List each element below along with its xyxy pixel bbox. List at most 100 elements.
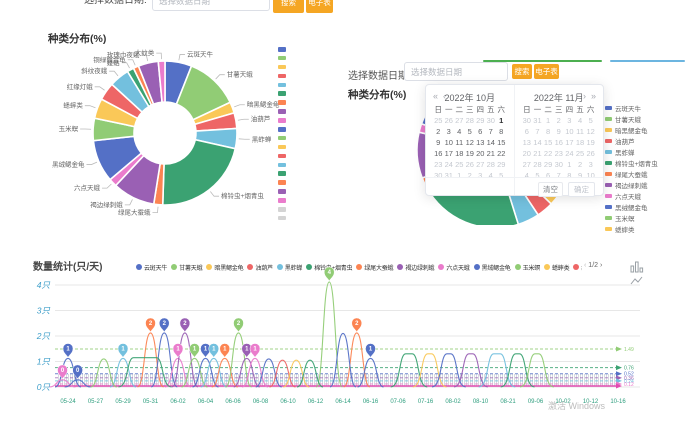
legend-swatch[interactable] xyxy=(278,109,286,114)
peak-marker-pin[interactable]: 1 xyxy=(365,343,376,358)
calendar-day[interactable]: 19 xyxy=(465,149,474,158)
calendar-day[interactable]: 5 xyxy=(467,127,472,136)
calendar-day[interactable]: 7 xyxy=(556,171,561,180)
calendar-day[interactable]: 1 xyxy=(567,160,572,169)
calendar-day[interactable]: 29 xyxy=(497,160,506,169)
calendar-day[interactable]: 28 xyxy=(533,160,542,169)
legend-swatch[interactable] xyxy=(278,207,286,212)
calendar-day[interactable]: 24 xyxy=(565,149,574,158)
calendar-day[interactable]: 13 xyxy=(522,138,531,147)
peak-marker-pin[interactable]: 2 xyxy=(179,317,191,333)
chart-legend-item[interactable]: 玉米螟 xyxy=(514,263,540,272)
calendar-day[interactable]: 21 xyxy=(486,149,495,158)
calendar-day[interactable]: 30 xyxy=(554,160,563,169)
calendar-day[interactable]: 26 xyxy=(465,160,474,169)
legend-item[interactable]: 绿尾大蚕蛾 xyxy=(605,168,658,179)
calendar-day[interactable]: 20 xyxy=(476,149,485,158)
legend-item[interactable]: 棉铃虫+烟青虫 xyxy=(605,157,658,168)
calendar-day[interactable]: 30 xyxy=(522,116,531,125)
legend-swatch[interactable] xyxy=(278,127,286,132)
legend-item[interactable]: 油葫芦 xyxy=(605,135,658,146)
calendar-day[interactable]: 8 xyxy=(499,127,504,136)
chart-legend-item[interactable]: 黑绒鳃金龟 xyxy=(473,263,511,272)
calendar-day[interactable]: 3 xyxy=(588,160,593,169)
donut-slice[interactable] xyxy=(157,60,166,104)
calendar-day[interactable]: 26 xyxy=(586,149,595,158)
quantity-line-chart[interactable]: 4只 3只 2只 1只 0只 05-24 05-27 05-29 05-31 06-02 06-04… xyxy=(0,250,693,427)
calendar-day[interactable]: 4 xyxy=(577,116,583,125)
legend-swatch[interactable] xyxy=(278,171,286,176)
calendar-day[interactable]: 16 xyxy=(554,138,563,147)
peak-marker-pin[interactable]: 1 xyxy=(117,343,129,358)
legend-swatch[interactable] xyxy=(278,153,286,159)
date-input[interactable] xyxy=(152,0,270,11)
calendar-day[interactable]: 21 xyxy=(533,149,542,158)
legend-swatch[interactable] xyxy=(278,189,286,194)
calendar-day[interactable]: 14 xyxy=(533,138,542,147)
peak-marker-pin[interactable]: 1 xyxy=(208,343,220,358)
legend-item[interactable]: 甘薯天蛾 xyxy=(605,113,658,124)
prev-year-button[interactable]: « xyxy=(433,91,439,101)
calendar-day[interactable]: 31 xyxy=(444,171,453,180)
peak-marker-pin[interactable]: 1 xyxy=(62,343,74,358)
calendar-day[interactable]: 29 xyxy=(476,116,485,125)
calendar-day[interactable]: 20 xyxy=(522,149,531,158)
legend-item[interactable]: 六点天蛾 xyxy=(605,190,658,201)
legend-item[interactable]: 黑绒鳃金龟 xyxy=(605,201,658,212)
calendar-day[interactable]: 24 xyxy=(444,160,453,169)
clear-button[interactable]: 清空 xyxy=(538,182,563,197)
chart-legend-item[interactable]: 甘薯天蛾 xyxy=(171,263,203,272)
legend-swatch[interactable] xyxy=(278,144,286,150)
calendar-day[interactable]: 14 xyxy=(486,138,495,147)
calendar-day[interactable]: 10 xyxy=(586,171,595,180)
legend-prev-icon[interactable]: ‹ xyxy=(584,262,587,269)
legend-swatch[interactable] xyxy=(278,73,286,79)
calendar-day[interactable]: 18 xyxy=(575,138,585,147)
peak-marker-pin[interactable]: 0 xyxy=(57,364,68,380)
legend-item[interactable]: 云斑天牛 xyxy=(605,102,658,113)
peak-marker-pin[interactable]: 1 xyxy=(189,343,200,358)
calendar-day[interactable]: 6 xyxy=(478,127,483,136)
calendar-day[interactable]: 2 xyxy=(577,160,583,169)
legend-swatch[interactable] xyxy=(278,180,286,185)
calendar-day[interactable]: 1 xyxy=(499,116,504,125)
calendar-day[interactable]: 5 xyxy=(588,116,593,125)
legend-swatch[interactable] xyxy=(278,215,286,221)
date-input-right[interactable] xyxy=(404,62,508,81)
calendar-day[interactable]: 12 xyxy=(465,138,474,147)
legend-swatch[interactable] xyxy=(278,47,286,52)
legend-swatch[interactable] xyxy=(278,135,286,141)
legend-swatch[interactable] xyxy=(278,82,286,88)
line-chart-legend[interactable]: 云斑天牛 甘薯天蛾 暗黑鳃金龟 油葫芦 黑蚱蝉 棉铃虫+烟青虫 绿尾大蚕蛾 褐边绿刺蛾 六点天蛾… xyxy=(136,262,582,272)
peak-marker-pin[interactable]: 1 xyxy=(172,343,184,358)
legend-swatch[interactable] xyxy=(278,118,286,123)
chart-legend-item[interactable]: 红缘灯蛾 xyxy=(573,263,582,272)
calendar-day[interactable]: 30 xyxy=(434,171,443,180)
calendar-day[interactable]: 3 xyxy=(446,127,451,136)
calendar-day[interactable]: 8 xyxy=(567,171,572,180)
calendar-day[interactable]: 7 xyxy=(535,127,540,136)
calendar-day[interactable]: 5 xyxy=(499,171,504,180)
calendar-day[interactable]: 6 xyxy=(546,171,551,180)
chart-legend-item[interactable]: 棉铃虫+烟青虫 xyxy=(306,263,353,272)
calendar-day[interactable]: 11 xyxy=(455,138,464,147)
calendar-day[interactable]: 7 xyxy=(488,127,493,136)
calendar-day[interactable]: 4 xyxy=(524,171,529,180)
legend-swatch[interactable] xyxy=(278,162,286,168)
calendar-day[interactable]: 6 xyxy=(524,127,529,136)
calendar-day[interactable]: 9 xyxy=(436,138,441,147)
peak-marker-pin[interactable]: 2 xyxy=(233,317,244,333)
calendar-day[interactable]: 12 xyxy=(586,127,595,136)
calendar-day[interactable]: 10 xyxy=(444,138,453,147)
calendar-day[interactable]: 3 xyxy=(567,116,572,125)
calendar-day[interactable]: 25 xyxy=(434,116,443,125)
chart-legend-item[interactable]: 六点天蛾 xyxy=(438,263,470,272)
calendar-day[interactable]: 31 xyxy=(533,116,542,125)
calendar-day[interactable]: 18 xyxy=(455,149,464,158)
calendar-day[interactable]: 27 xyxy=(455,116,464,125)
prev-month-button[interactable]: ‹ xyxy=(443,91,446,101)
peak-marker-pin[interactable]: 4 xyxy=(323,266,335,282)
chart-legend-item[interactable]: 蟋蟀类 xyxy=(544,263,570,272)
calendar-day[interactable]: 23 xyxy=(554,149,563,158)
